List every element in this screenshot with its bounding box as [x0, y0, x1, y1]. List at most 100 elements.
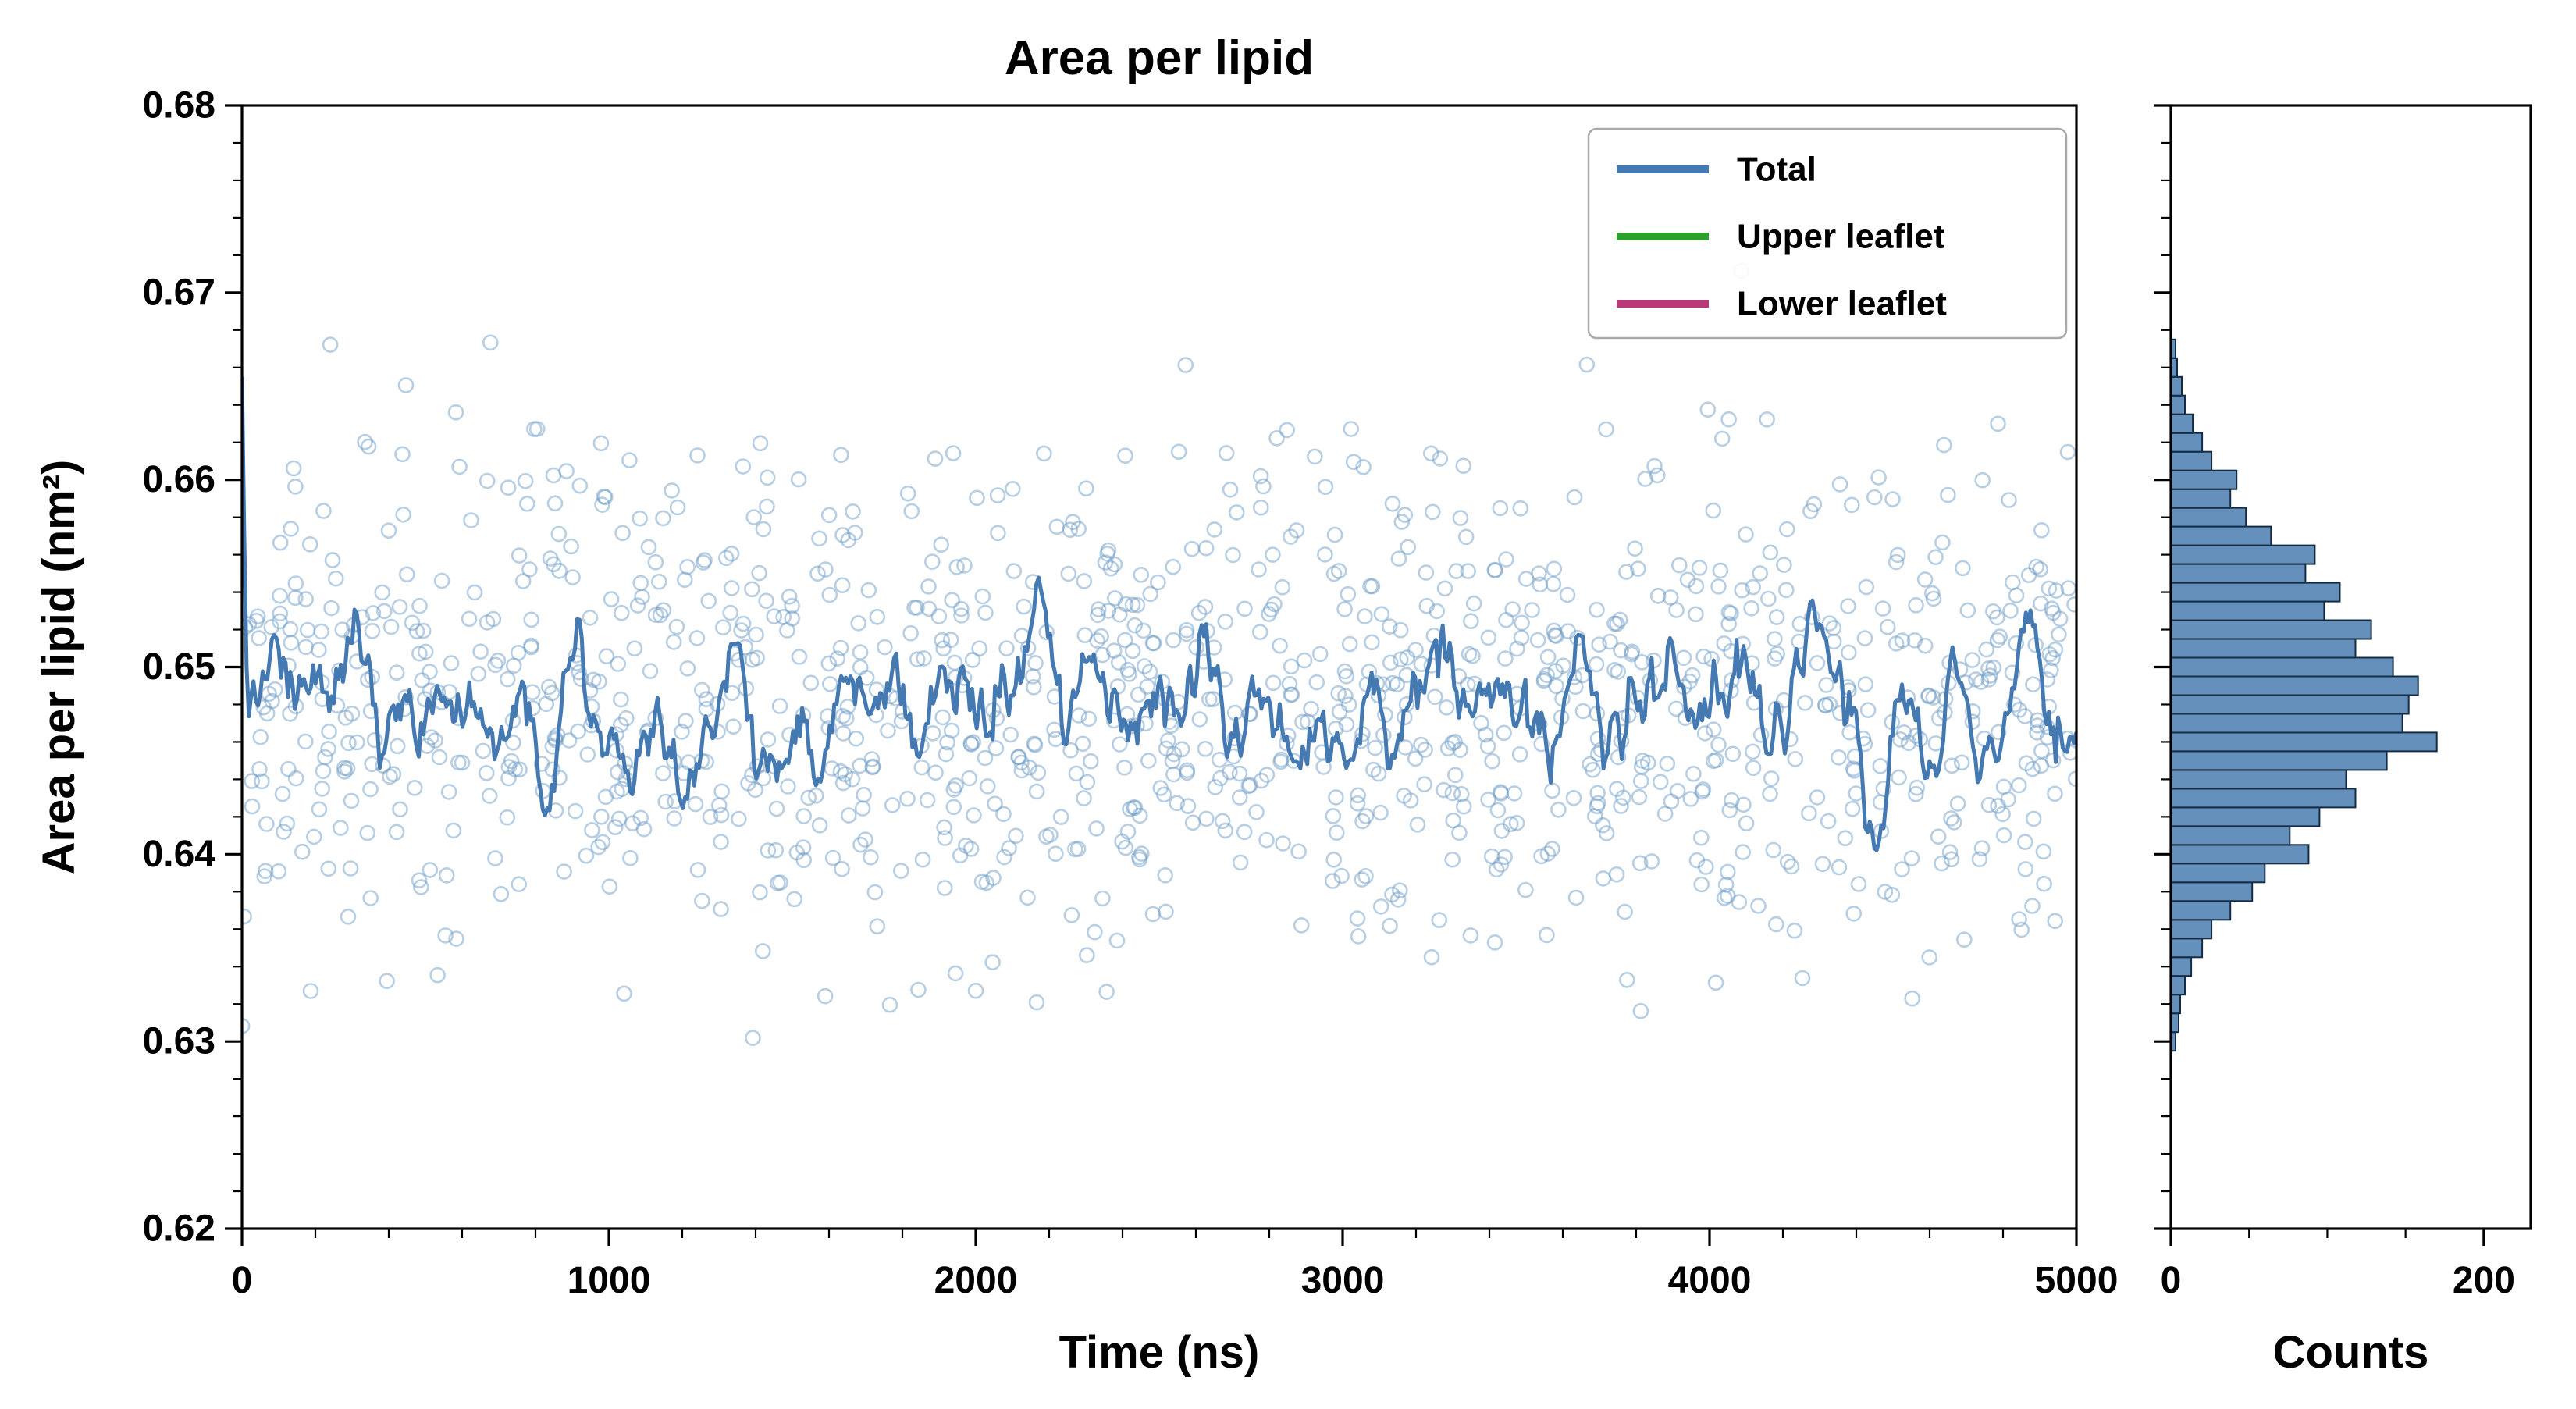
scatter-point	[366, 731, 383, 749]
legend-label-lower-leaflet: Lower leaflet	[1737, 285, 1947, 323]
scatter-point	[1856, 630, 1873, 646]
scatter-point	[1231, 765, 1248, 782]
scatter-point	[1156, 786, 1172, 803]
scatter-point	[1314, 744, 1330, 761]
scatter-point	[448, 930, 464, 947]
scatter-point	[398, 566, 415, 583]
scatter-point	[422, 862, 439, 878]
scatter-point	[1877, 884, 1894, 900]
scatter-point	[1724, 745, 1742, 763]
scatter-point	[2035, 843, 2052, 860]
scatter-point	[2043, 662, 2059, 679]
scatter-point	[1943, 810, 1959, 827]
scatter-point	[1745, 578, 1761, 596]
scatter-point	[668, 618, 685, 635]
scatter-point	[1716, 635, 1732, 652]
scatter-point	[610, 656, 627, 672]
scatter-point	[1710, 736, 1727, 753]
scatter-point	[1814, 856, 1831, 873]
scatter-point	[1448, 563, 1464, 579]
scatter-point	[1927, 549, 1944, 566]
hist-bar	[2170, 469, 2238, 490]
scatter-point	[1165, 632, 1182, 649]
scatter-point	[1068, 765, 1085, 782]
scatter-point	[626, 640, 643, 657]
scatter-point	[1663, 793, 1680, 809]
scatter-point	[603, 591, 620, 607]
scatter-point	[1201, 691, 1218, 708]
scatter-point	[745, 1030, 761, 1046]
scatter-point	[1283, 686, 1299, 703]
scatter-point	[324, 552, 341, 568]
scatter-point	[715, 619, 731, 636]
scatter-point	[1480, 792, 1496, 808]
x-axis-label: Time (ns)	[1059, 1327, 1260, 1378]
scatter-point	[1712, 562, 1729, 579]
scatter-point	[1720, 411, 1737, 428]
scatter-point	[1452, 742, 1468, 758]
scatter-point	[1688, 578, 1705, 595]
scatter-point	[1102, 560, 1119, 577]
scatter-point	[945, 781, 962, 798]
scatter-point	[248, 612, 265, 629]
scatter-point	[1330, 563, 1347, 579]
scatter-point	[1713, 430, 1731, 447]
hist-bar	[2170, 450, 2213, 471]
scatter-point	[811, 530, 827, 547]
scatter-point	[451, 458, 468, 475]
scatter-point	[947, 965, 964, 982]
y-tick-label: 0.65	[143, 646, 215, 688]
scatter-point	[1484, 848, 1500, 865]
scatter-point	[1121, 666, 1137, 682]
scatter-point	[1821, 615, 1838, 632]
scatter-point	[1779, 853, 1796, 870]
scatter-point	[2048, 582, 2065, 599]
scatter-point	[472, 643, 489, 660]
scatter-point	[1506, 785, 1523, 802]
scatter-point	[1511, 745, 1528, 763]
scatter-point	[1941, 844, 1959, 860]
scatter-point	[244, 773, 261, 789]
scatter-point	[1949, 795, 1966, 812]
scatter-point	[1438, 699, 1455, 716]
scatter-point	[1283, 658, 1300, 675]
scatter-point	[287, 479, 304, 495]
scatter-point	[945, 445, 962, 461]
scatter-point	[272, 605, 289, 622]
scatter-point	[343, 792, 360, 809]
scatter-point	[1158, 903, 1174, 920]
scatter-point	[1595, 870, 1612, 887]
scatter-point	[1745, 743, 1761, 760]
scatter-point	[852, 836, 869, 853]
scatter-point	[1831, 476, 1848, 493]
scatter-point	[1407, 642, 1424, 658]
scatter-point	[388, 824, 405, 841]
scatter-point	[717, 550, 735, 567]
scatter-point	[1325, 852, 1342, 868]
scatter-point	[2044, 649, 2061, 667]
scatter-point	[1079, 774, 1096, 791]
hist-x-tick-label: 0	[2161, 1260, 2182, 1301]
scatter-point	[1783, 858, 1800, 875]
y-tick-label: 0.66	[143, 459, 215, 500]
scatter-point	[1463, 613, 1479, 630]
scatter-point	[1222, 763, 1238, 781]
scatter-point	[272, 587, 288, 604]
scatter-point	[1550, 802, 1567, 818]
scatter-point	[2025, 810, 2042, 827]
scatter-point	[834, 527, 851, 543]
hist-bar	[2170, 900, 2232, 921]
x-tick-label: 4000	[1668, 1260, 1752, 1301]
scatter-point	[771, 698, 788, 714]
scatter-point	[443, 655, 460, 671]
scatter-point	[1453, 785, 1470, 802]
scatter-point	[1116, 759, 1133, 776]
scatter-point	[1493, 785, 1510, 802]
scatter-point	[1763, 770, 1780, 787]
scatter-point	[1875, 780, 1892, 797]
scatter-point	[1688, 852, 1706, 869]
scatter-point	[1943, 851, 1960, 868]
scatter-point	[1613, 798, 1629, 814]
scatter-point	[1624, 643, 1640, 660]
scatter-point	[1431, 912, 1448, 928]
